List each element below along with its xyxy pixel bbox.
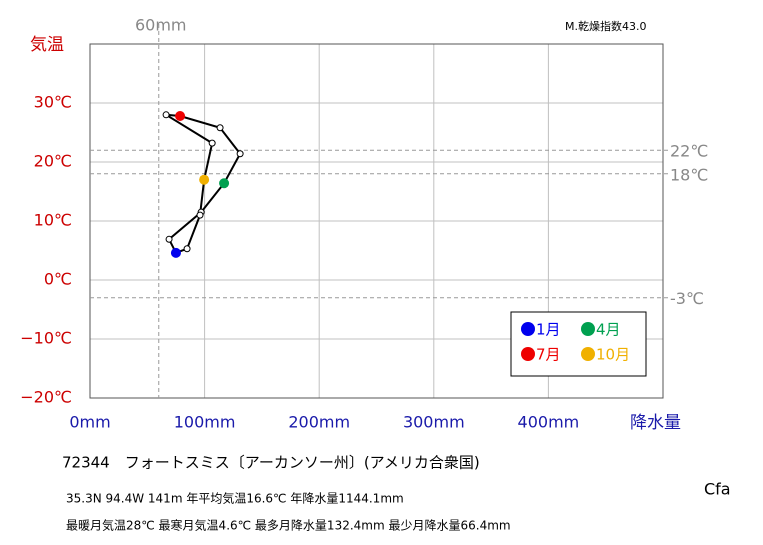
legend-marker — [581, 322, 595, 336]
y-tick-label: −20℃ — [20, 388, 72, 407]
month-point — [199, 174, 210, 185]
station: 72344 フォートスミス〔アーカンソー州〕(アメリカ合衆国) — [62, 454, 480, 472]
legend-label: 10月 — [596, 346, 630, 364]
month-point — [165, 235, 173, 243]
month-point — [219, 178, 230, 189]
plot-frame — [89, 43, 664, 399]
climate-class: Cfa — [704, 480, 731, 499]
x-tick-label: 100mm — [174, 413, 236, 432]
month-point — [170, 247, 181, 258]
dryness-index: M.乾燥指数43.0 — [565, 19, 646, 33]
y-tick-label: 20℃ — [34, 152, 72, 171]
y-axis-label: 気温 — [30, 35, 64, 55]
y-tick-label: −10℃ — [20, 329, 72, 348]
month-point — [175, 110, 186, 121]
y-tick-label: 10℃ — [34, 211, 72, 230]
y-tick-label: 0℃ — [44, 270, 72, 289]
x-tick-label: 0mm — [69, 413, 110, 432]
legend-marker — [581, 347, 595, 361]
month-point — [216, 124, 224, 132]
y-tick-label: 30℃ — [34, 93, 72, 112]
month-point — [208, 139, 216, 147]
legend-marker — [521, 322, 535, 336]
info-line: 最暖月気温28℃ 最寒月気温4.6℃ 最多月降水量132.4mm 最少月降水量6… — [66, 518, 511, 533]
reference-label: -3℃ — [670, 289, 704, 308]
info-line: 35.3N 94.4W 141m 年平均気温16.6℃ 年降水量1144.1mm — [66, 491, 404, 506]
month-point — [183, 245, 191, 253]
legend-label: 4月 — [596, 321, 621, 339]
legend-label: 1月 — [536, 321, 561, 339]
month-point — [162, 111, 170, 119]
reference-label: 22℃ — [670, 142, 708, 161]
x-tick-label: 200mm — [288, 413, 350, 432]
month-point — [196, 211, 204, 219]
reference-label: 60mm — [135, 16, 187, 35]
legend-marker — [521, 347, 535, 361]
month-point — [236, 150, 244, 158]
legend-label: 7月 — [536, 346, 561, 364]
x-tick-label: 300mm — [403, 413, 465, 432]
reference-label: 18℃ — [670, 165, 708, 184]
legend-box — [510, 311, 647, 377]
x-tick-label: 400mm — [518, 413, 580, 432]
x-axis-label: 降水量 — [630, 413, 681, 433]
